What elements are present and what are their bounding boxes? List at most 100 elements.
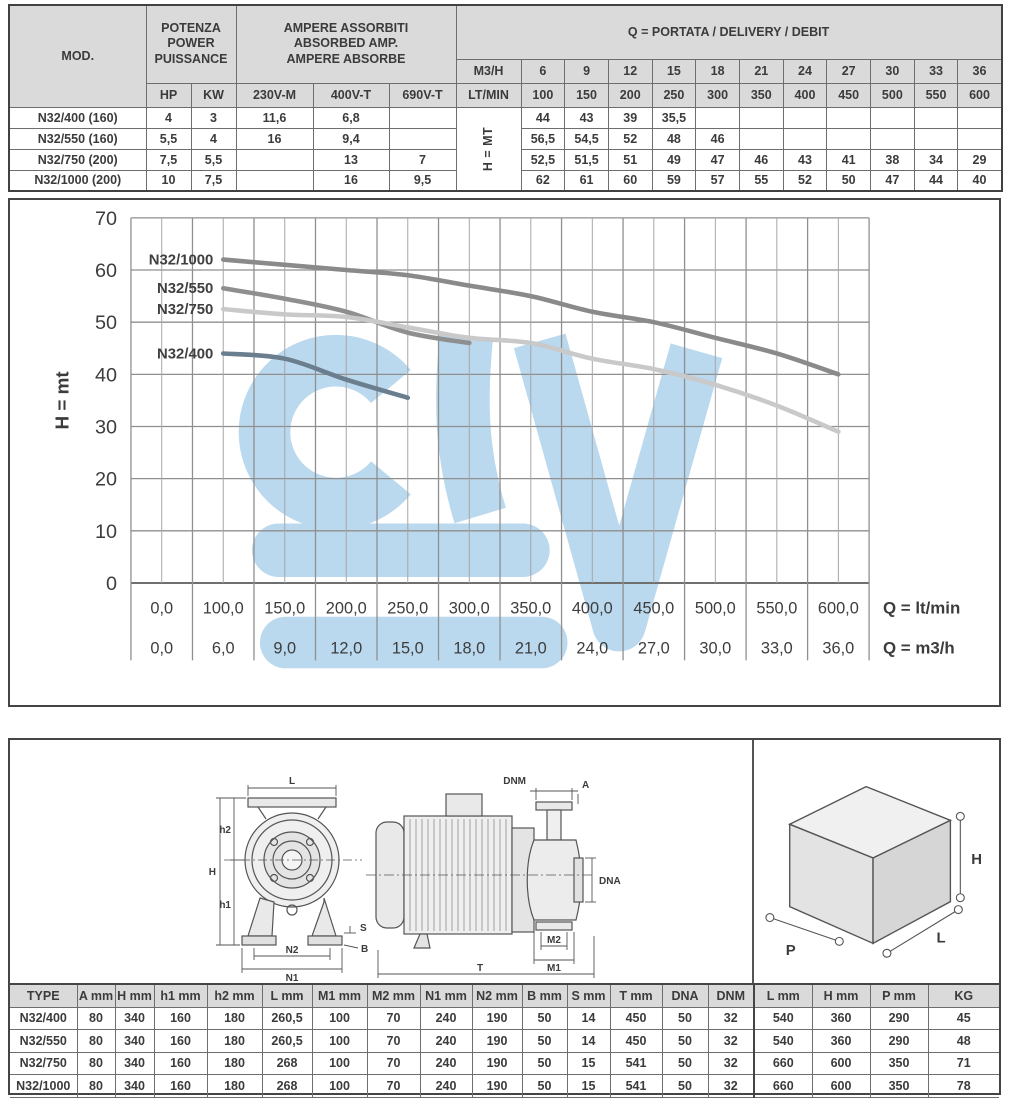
dim-header: L mm xyxy=(261,983,313,1008)
y-tick-label: 10 xyxy=(95,521,117,543)
pump-drawings-cell: L h2 H h1 N2 N1 S B xyxy=(10,740,754,983)
dim-value: 340 xyxy=(114,1006,155,1030)
dim-label-m1: M1 xyxy=(547,963,561,974)
dim-value: 160 xyxy=(153,1029,208,1053)
head-value: 47 xyxy=(695,148,740,171)
dim-header: P mm xyxy=(869,983,929,1008)
head-value: 52 xyxy=(607,127,653,150)
packaging-labels: H L P xyxy=(786,852,982,959)
ampere-header: AMPERE ASSORBITI ABSORBED AMP. AMPERE AB… xyxy=(235,4,457,84)
head-value xyxy=(782,106,828,129)
m3h-value: 12 xyxy=(607,58,653,84)
flow-header: Q = PORTATA / DELIVERY / DEBIT xyxy=(455,4,1003,60)
head-value xyxy=(738,106,784,129)
dim-header-row: TYPE A mm H mm h1 mm h2 mm L mm M1 mm M2 mm N1 m… xyxy=(10,983,999,1008)
m3h-value: 33 xyxy=(913,58,959,84)
y-tick-label: 20 xyxy=(95,469,117,491)
v230-header: 230V-M xyxy=(235,82,314,108)
dim-value: 160 xyxy=(153,1051,208,1075)
dim-value: 100 xyxy=(311,1006,368,1030)
header-row-units: HP KW 230V-M 400V-T 690V-T LT/MIN 100 150… xyxy=(9,82,1003,108)
dim-header: N1 mm xyxy=(419,983,473,1008)
dim-header: N2 mm xyxy=(471,983,523,1008)
dim-value: 50 xyxy=(521,1029,568,1053)
amp-230v xyxy=(235,148,314,171)
dim-value: 14 xyxy=(566,1029,611,1053)
head-value xyxy=(957,127,1003,150)
dim-value: 50 xyxy=(521,1074,568,1098)
x-tick-ltmin: 450,0 xyxy=(633,600,674,618)
m3h-value: 27 xyxy=(826,58,872,84)
dim-value: 240 xyxy=(419,1074,473,1098)
dim-row: N32/1000 80 340 160 180 268 100 70 240 190 50 15 541… xyxy=(10,1074,999,1098)
x-tick-m3h: 18,0 xyxy=(453,639,485,657)
head-value: 52,5 xyxy=(520,148,566,171)
ltmin-value: 550 xyxy=(913,82,959,108)
dim-value: 48 xyxy=(927,1029,999,1053)
x-tick-ltmin: 550,0 xyxy=(756,600,797,618)
pump-front-view xyxy=(224,797,362,946)
x-tick-m3h: 6,0 xyxy=(212,639,235,657)
ltmin-value: 450 xyxy=(826,82,872,108)
side-view-labels: DNM A DNA M2 M1 T xyxy=(477,776,621,974)
dim-value: 14 xyxy=(566,1006,611,1030)
v690-header: 690V-T xyxy=(388,82,457,108)
dim-value: 32 xyxy=(707,1029,755,1053)
dim-value: 32 xyxy=(707,1074,755,1098)
x-tick-ltmin: 350,0 xyxy=(510,600,551,618)
curve-label: N32/750 xyxy=(157,302,213,318)
head-value: 55 xyxy=(738,169,784,192)
dim-value: 32 xyxy=(707,1006,755,1030)
curve-n32-1000 xyxy=(220,257,841,377)
dim-value: 450 xyxy=(609,1006,663,1030)
power-header: POTENZA POWER PUISSANCE xyxy=(145,4,237,84)
head-value: 40 xyxy=(957,169,1003,192)
dim-row: N32/400 80 340 160 180 260,5 100 70 240 190 50 14 45… xyxy=(10,1006,999,1030)
head-value xyxy=(826,127,872,150)
head-value: 41 xyxy=(826,148,872,171)
dim-label-m2: M2 xyxy=(547,935,561,946)
head-value: 56,5 xyxy=(520,127,566,150)
amp-400v: 6,8 xyxy=(312,106,390,129)
head-value: 47 xyxy=(870,169,915,192)
dim-value: 160 xyxy=(153,1074,208,1098)
hp-value: 5,5 xyxy=(145,127,192,150)
x-tick-m3h: 36,0 xyxy=(822,639,854,657)
dim-value: 80 xyxy=(76,1006,116,1030)
x-axis-title-m3h: Q = m3/h xyxy=(883,638,955,657)
dim-value: 180 xyxy=(206,1051,263,1075)
dim-value: 70 xyxy=(366,1006,421,1030)
dim-value: 240 xyxy=(419,1051,473,1075)
ltmin-label: LT/MIN xyxy=(455,82,522,108)
ltmin-value: 500 xyxy=(870,82,915,108)
dim-value: 180 xyxy=(206,1006,263,1030)
pump-curves xyxy=(220,257,841,434)
head-value: 49 xyxy=(651,148,697,171)
ltmin-value: 350 xyxy=(738,82,784,108)
x-tick-ltmin: 0,0 xyxy=(150,600,173,618)
x-tick-m3h: 33,0 xyxy=(761,639,793,657)
dim-value: 50 xyxy=(661,1006,709,1030)
dim-value: 180 xyxy=(206,1074,263,1098)
head-value: 46 xyxy=(695,127,740,150)
hp-value: 10 xyxy=(145,169,192,192)
dim-label-s: S xyxy=(360,923,367,934)
x-tick-ltmin: 500,0 xyxy=(695,600,736,618)
dim-label-h1: h1 xyxy=(219,900,231,911)
dim-label-n2: N2 xyxy=(286,945,299,956)
dim-type: N32/750 xyxy=(10,1051,78,1075)
dim-value: 50 xyxy=(661,1074,709,1098)
dim-value: 660 xyxy=(753,1051,813,1075)
dim-label-a: A xyxy=(582,780,589,791)
head-value xyxy=(913,127,959,150)
packaging-box-diagram: H L P xyxy=(765,785,982,959)
dim-header: M1 mm xyxy=(311,983,368,1008)
dim-value: 80 xyxy=(76,1051,116,1075)
dim-value: 50 xyxy=(661,1029,709,1053)
y-tick-label: 50 xyxy=(95,312,117,334)
dim-value: 70 xyxy=(366,1029,421,1053)
dim-value: 78 xyxy=(927,1074,999,1098)
packaging-cell: H L P xyxy=(754,740,999,983)
amp-690v xyxy=(388,106,457,129)
